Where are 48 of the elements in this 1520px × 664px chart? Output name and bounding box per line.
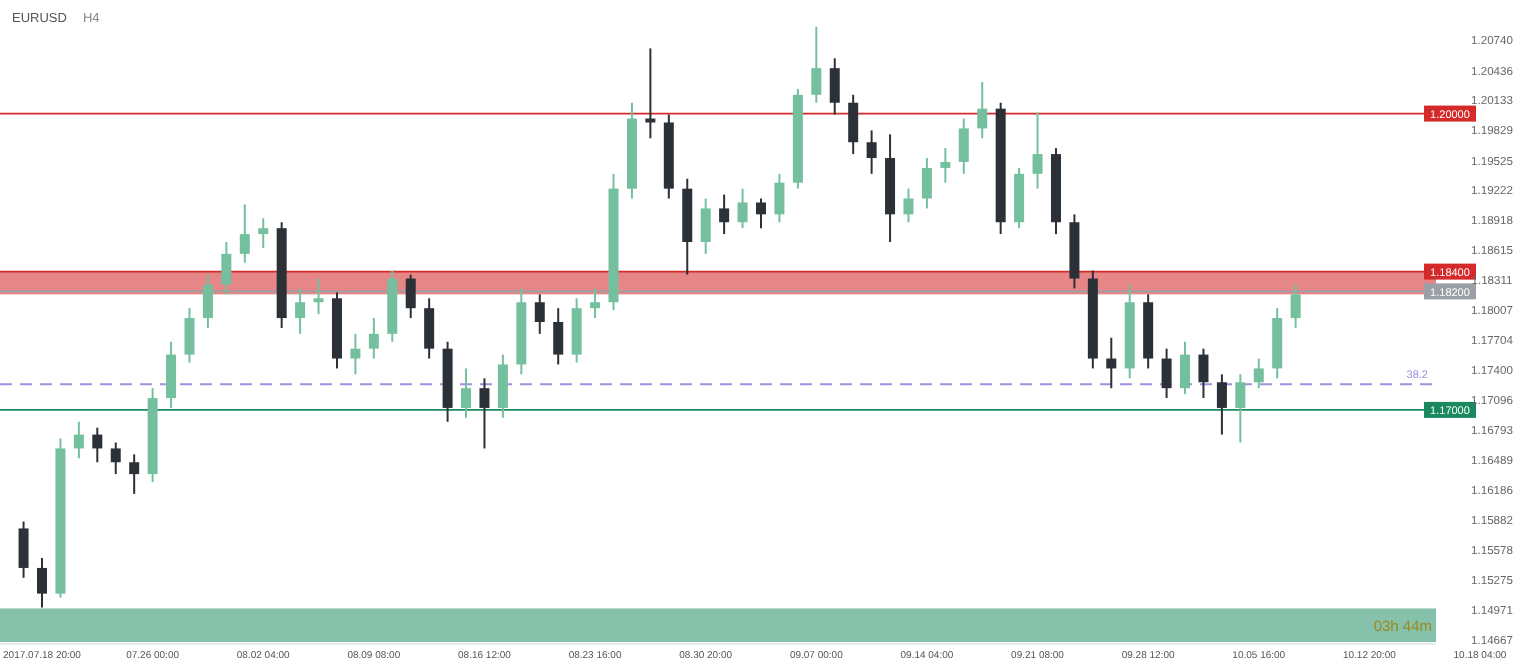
candlestick (829, 57, 840, 116)
candlestick (811, 25, 822, 104)
candlestick (958, 117, 969, 175)
candlestick (700, 197, 711, 255)
candlestick (977, 80, 988, 140)
candlestick (534, 293, 545, 335)
candlestick (424, 297, 435, 360)
candlestick (202, 273, 213, 329)
candlestick (92, 426, 103, 464)
candlestick (350, 332, 361, 376)
candlestick (1290, 283, 1301, 329)
candlestick (37, 557, 47, 609)
candlestick (405, 273, 416, 320)
candlestick (461, 367, 472, 419)
candlestick (184, 307, 195, 364)
candlestick (18, 520, 29, 579)
candlestick (921, 157, 932, 210)
candlestick (1161, 347, 1172, 400)
candlestick (1216, 373, 1227, 436)
candlestick (1032, 111, 1043, 190)
candlestick (129, 453, 140, 495)
candlestick (553, 307, 564, 366)
candlestick (737, 187, 748, 230)
candlestick (1235, 373, 1246, 444)
candlestick (866, 129, 877, 175)
candlestick (166, 340, 177, 409)
candlestick (756, 197, 766, 230)
candlestick (313, 277, 324, 316)
candlestick (479, 377, 490, 450)
candlestick (73, 420, 84, 460)
candlestick (221, 240, 232, 296)
candlestick (295, 287, 306, 335)
candlestick (774, 172, 785, 224)
candlestick (940, 147, 951, 184)
candlestick (590, 287, 601, 320)
candlestick (848, 93, 859, 156)
candlestick (1198, 347, 1209, 400)
candlestick (368, 317, 379, 360)
candlestick (1180, 340, 1191, 396)
candlestick (1106, 336, 1117, 390)
candlestick (497, 353, 508, 419)
candlestick (719, 193, 730, 236)
candlestick (571, 297, 582, 364)
candlestick (1253, 357, 1264, 390)
candlestick (903, 187, 914, 224)
candlestick (239, 203, 250, 264)
candlestick (258, 217, 269, 249)
candlestick (110, 441, 121, 476)
